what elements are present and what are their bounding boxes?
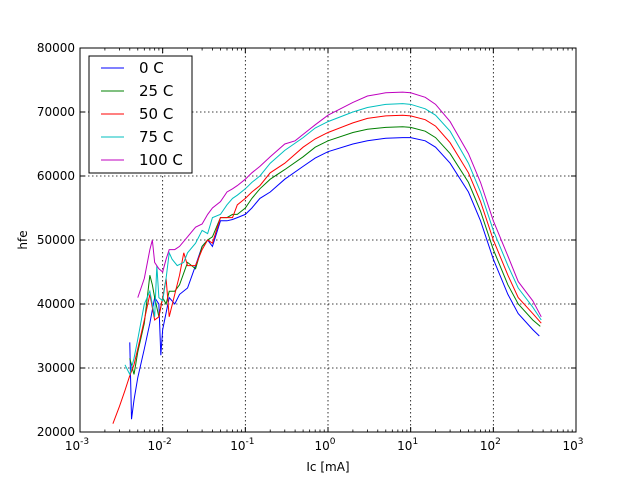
legend-label-3: 75 C (139, 128, 173, 146)
x-tick-label: 102 (480, 437, 501, 453)
legend-label-4: 100 C (139, 151, 183, 169)
x-tick-base: 10 (148, 439, 163, 453)
x-tick-base: 10 (562, 439, 577, 453)
x-tick-labels: 10-3 10-2 10-1 100 101 102 103 (65, 437, 584, 453)
series-line-2 (112, 114, 542, 424)
plot-area (112, 91, 542, 424)
x-tick-exponent: -1 (245, 437, 254, 447)
x-tick-base: 10 (65, 439, 80, 453)
ticks (79, 47, 577, 433)
y-tick-label: 40000 (37, 297, 75, 311)
x-tick-base: 10 (480, 439, 495, 453)
x-tick-exponent: 1 (412, 437, 418, 447)
series-line-3 (124, 103, 542, 376)
y-tick-label: 20000 (37, 425, 75, 439)
y-tick-labels: 20000 30000 40000 50000 60000 70000 80000 (37, 41, 75, 439)
x-tick-label: 100 (314, 437, 335, 453)
x-tick-label: 103 (562, 437, 583, 453)
y-tick-label: 30000 (37, 361, 75, 375)
x-tick-label: 10-3 (65, 437, 89, 453)
y-tick-label: 50000 (37, 233, 75, 247)
x-tick-exponent: 3 (578, 437, 584, 447)
legend-label-0: 0 C (139, 59, 164, 77)
y-tick-label: 70000 (37, 105, 75, 119)
x-tick-base: 10 (314, 439, 329, 453)
series-line-0 (129, 137, 540, 420)
x-tick-exponent: -2 (163, 437, 172, 447)
x-axis-label: Ic [mA] (306, 460, 349, 474)
y-axis-label: hfe (16, 230, 30, 249)
legend: 0 C 25 C 50 C 75 C 100 C (88, 55, 193, 174)
y-tick-label: 80000 (37, 41, 75, 55)
legend-label-1: 25 C (139, 82, 173, 100)
x-tick-exponent: 0 (330, 437, 336, 447)
x-tick-label: 10-2 (148, 437, 172, 453)
x-tick-label: 101 (397, 437, 418, 453)
x-tick-label: 10-1 (230, 437, 254, 453)
x-tick-base: 10 (230, 439, 245, 453)
y-tick-label: 60000 (37, 169, 75, 183)
legend-label-2: 50 C (139, 105, 173, 123)
x-tick-exponent: -3 (80, 437, 89, 447)
x-tick-base: 10 (397, 439, 412, 453)
series-line-4 (137, 91, 542, 318)
x-tick-exponent: 2 (495, 437, 501, 447)
